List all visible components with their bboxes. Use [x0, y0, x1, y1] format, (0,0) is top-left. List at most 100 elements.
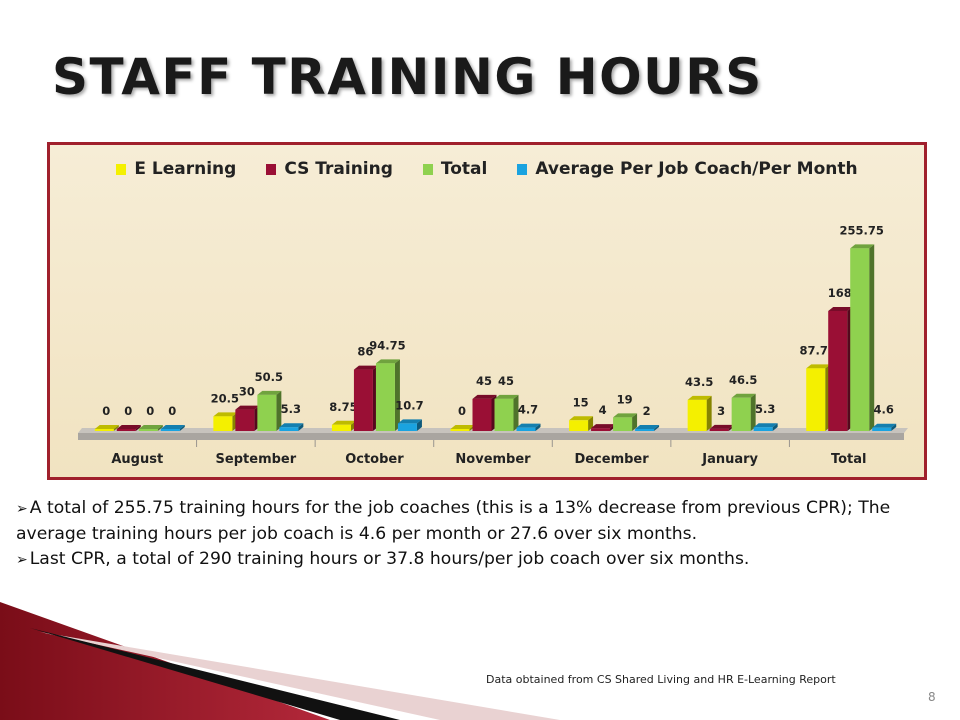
bar-top-average-per-job-coach-per-month-august: [160, 425, 185, 429]
bar-top-e-learning-january: [687, 395, 712, 400]
data-label-e-learning-september: 20.5: [211, 391, 239, 405]
bar-top-average-per-job-coach-per-month-november: [516, 423, 541, 428]
legend-swatch-cs-training: [266, 163, 277, 175]
bar-average-per-job-coach-per-month-november: [516, 427, 536, 431]
bar-side-e-learning-december: [588, 416, 594, 431]
bullet-2: ➢ Last CPR, a total of 290 training hours…: [16, 547, 921, 573]
notes: ➢ A total of 255.75 training hours for th…: [16, 496, 921, 573]
data-label-average-per-job-coach-per-month-october: 10.7: [395, 398, 423, 412]
page-number: 8: [928, 690, 936, 704]
bar-chart: August September October November December Ja…: [78, 223, 908, 467]
bar-side-total-november: [513, 394, 519, 431]
data-label-total-august: 0: [146, 404, 154, 418]
bar-side-total-january: [750, 393, 756, 431]
bar-top-average-per-job-coach-per-month-january: [753, 423, 778, 428]
bar-side-e-learning-august: [113, 425, 119, 431]
bar-total-december: [613, 417, 633, 431]
legend-item-total: Total: [422, 159, 488, 179]
bar-top-average-per-job-coach-per-month-october: [397, 419, 422, 424]
data-label-cs-training-september: 30: [239, 385, 255, 399]
bar-top-total-october: [375, 359, 400, 364]
bar-top-total-september: [257, 390, 282, 395]
bar-average-per-job-coach-per-month-september: [279, 427, 299, 431]
data-label-average-per-job-coach-per-month-november: 4.7: [518, 403, 538, 417]
category-label-january: January: [701, 452, 758, 467]
slide-title: STAFF TRAINING HOURS: [52, 48, 763, 106]
data-label-cs-training-december: 4: [599, 403, 607, 417]
legend-swatch-average: [517, 163, 528, 175]
bar-total-october: [375, 363, 395, 431]
arrow-bullet-icon: ➢: [16, 552, 28, 568]
data-label-total-november: 45: [498, 374, 514, 388]
bar-cs-training-november: [472, 398, 492, 431]
bar-average-per-job-coach-per-month-total: [872, 427, 892, 431]
bar-top-average-per-job-coach-per-month-september: [279, 423, 304, 428]
data-label-e-learning-total: 87.75: [800, 343, 836, 357]
data-label-e-learning-october: 8.75: [329, 400, 357, 414]
bar-e-learning-december: [569, 420, 589, 431]
bullet-2-text: Last CPR, a total of 290 training hours …: [29, 549, 750, 569]
bar-side-cs-training-august: [135, 425, 141, 431]
bar-e-learning-november: [450, 429, 470, 431]
data-label-average-per-job-coach-per-month-january: 5.3: [755, 402, 775, 416]
bar-side-total-total: [869, 244, 875, 431]
bar-total-total: [850, 248, 870, 431]
bar-total-november: [494, 398, 514, 431]
data-label-cs-training-august: 0: [124, 404, 132, 418]
data-label-cs-training-november: 45: [476, 374, 492, 388]
data-label-cs-training-january: 3: [717, 404, 725, 418]
bar-top-total-december: [613, 413, 638, 418]
bar-total-august: [138, 429, 158, 431]
data-label-cs-training-total: 168: [828, 286, 852, 300]
category-label-september: September: [216, 452, 297, 467]
bullet-1-text: A total of 255.75 training hours for the…: [16, 498, 891, 544]
bar-top-e-learning-total: [806, 364, 831, 369]
data-label-total-december: 19: [617, 392, 633, 406]
bar-cs-training-september: [235, 409, 255, 431]
bar-top-e-learning-september: [213, 412, 238, 417]
bar-top-cs-training-august: [116, 425, 141, 429]
bar-e-learning-october: [331, 424, 351, 431]
bar-top-cs-training-october: [353, 365, 378, 370]
bar-top-e-learning-november: [450, 425, 475, 429]
bar-side-average-per-job-coach-per-month-october: [416, 419, 422, 431]
data-label-average-per-job-coach-per-month-september: 5.3: [281, 402, 301, 416]
chart-legend: E Learning CS Training Total Average Per…: [50, 159, 924, 179]
bar-side-total-october: [394, 359, 400, 431]
bar-side-average-per-job-coach-per-month-august: [179, 425, 185, 431]
bar-top-cs-training-september: [235, 405, 260, 410]
data-label-e-learning-january: 43.5: [685, 375, 713, 389]
category-label-august: August: [111, 452, 163, 467]
bar-top-cs-training-november: [472, 394, 497, 399]
legend-label-average: Average Per Job Coach/Per Month: [535, 159, 858, 179]
legend-label-e-learning: E Learning: [134, 159, 237, 179]
bar-top-cs-training-december: [591, 424, 616, 429]
bar-top-cs-training-january: [709, 424, 734, 429]
bar-e-learning-august: [94, 429, 114, 431]
category-label-october: October: [345, 452, 404, 467]
legend-item-cs-training: CS Training: [266, 159, 393, 179]
bar-side-average-per-job-coach-per-month-september: [298, 423, 304, 431]
bar-side-total-september: [276, 390, 282, 431]
data-label-e-learning-december: 15: [573, 395, 589, 409]
category-label-november: November: [455, 452, 531, 467]
bar-top-average-per-job-coach-per-month-december: [635, 425, 660, 429]
bar-top-total-total: [850, 244, 875, 249]
bar-top-total-january: [731, 393, 756, 398]
data-label-total-january: 46.5: [729, 373, 757, 387]
data-label-average-per-job-coach-per-month-august: 0: [168, 404, 176, 418]
bar-side-e-learning-january: [706, 395, 712, 431]
legend-label-total: Total: [440, 159, 488, 179]
legend-swatch-e-learning: [116, 163, 127, 175]
bar-e-learning-january: [687, 399, 707, 431]
bar-e-learning-september: [213, 416, 233, 431]
bar-cs-training-october: [353, 369, 373, 431]
bar-average-per-job-coach-per-month-december: [635, 429, 655, 431]
bar-side-average-per-job-coach-per-month-january: [772, 423, 778, 431]
bar-top-e-learning-august: [94, 425, 119, 429]
bar-total-september: [257, 394, 277, 431]
bar-average-per-job-coach-per-month-october: [397, 423, 417, 431]
bar-average-per-job-coach-per-month-january: [753, 427, 773, 431]
data-label-total-total: 255.75: [840, 223, 884, 237]
data-label-average-per-job-coach-per-month-total: 4.6: [874, 403, 894, 417]
